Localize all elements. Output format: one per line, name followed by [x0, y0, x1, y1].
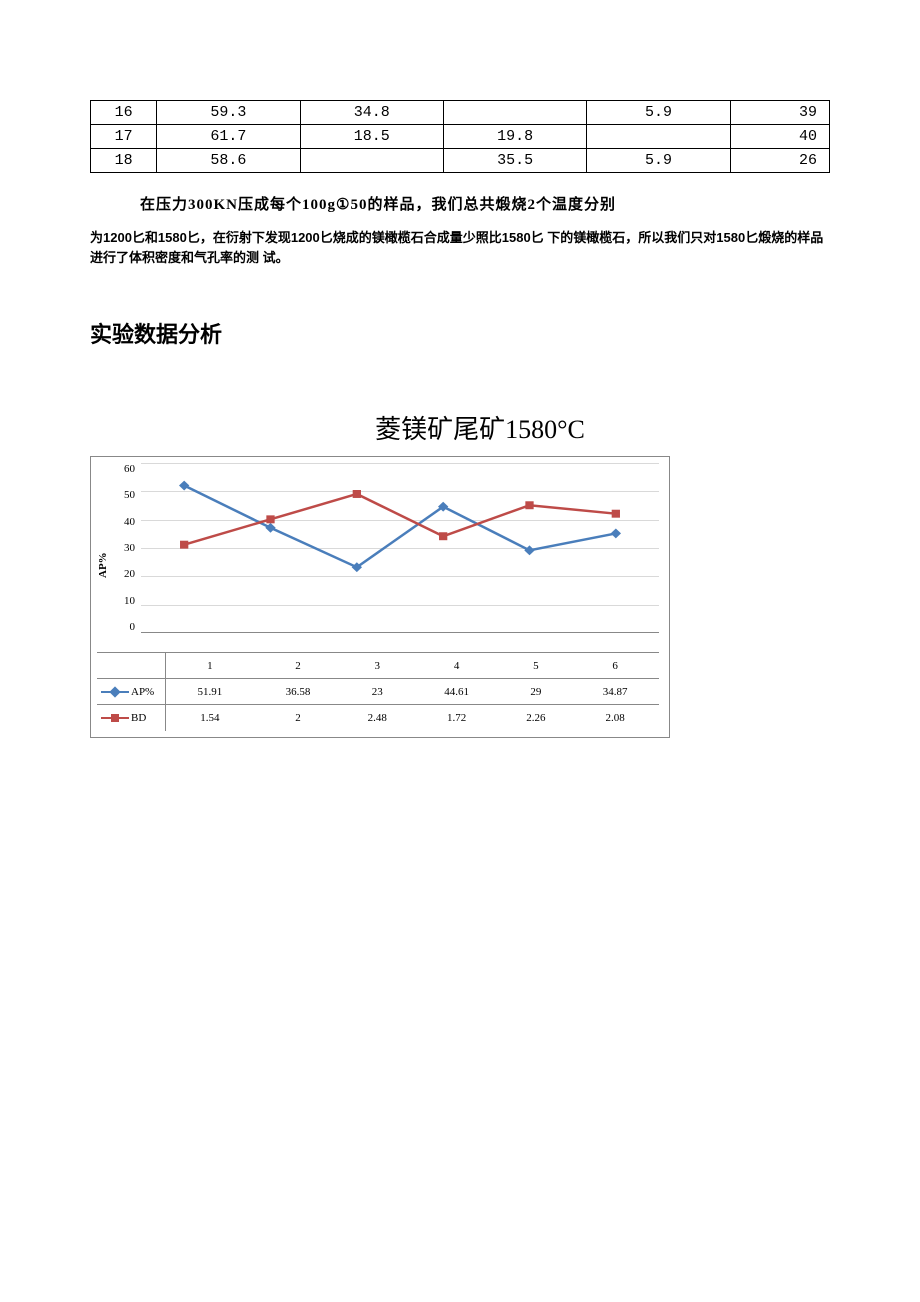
- series-marker: [612, 510, 620, 518]
- table-cell: 59.3: [157, 101, 300, 125]
- legend-category-cell: 6: [571, 653, 659, 679]
- legend-value-cell: 2.08: [571, 705, 659, 731]
- table-cell: 34.8: [300, 101, 443, 125]
- table-cell: 39: [730, 101, 829, 125]
- y-tick-label: 30: [115, 542, 135, 554]
- legend-series-label: AP%: [97, 679, 165, 705]
- table-cell: 16: [91, 101, 157, 125]
- table-row: 1659.334.8 5.939: [91, 101, 830, 125]
- chart-container: AP% 6050403020100 123456AP%51.9136.58234…: [90, 456, 670, 738]
- series-marker: [525, 501, 533, 509]
- legend-value-cell: 2.48: [342, 705, 413, 731]
- chart-plot: [141, 463, 659, 633]
- legend-value-cell: 23: [342, 679, 413, 705]
- table-row: 1858.6 35.55.926: [91, 149, 830, 173]
- table-cell: 18.5: [300, 125, 443, 149]
- legend-category-cell: 1: [165, 653, 254, 679]
- table-cell: 17: [91, 125, 157, 149]
- legend-category-cell: 2: [254, 653, 342, 679]
- table-cell: 18: [91, 149, 157, 173]
- y-tick-label: 10: [115, 595, 135, 607]
- section-heading: 实验数据分析: [90, 317, 830, 349]
- y-tick-label: 60: [115, 463, 135, 475]
- y-tick-label: 50: [115, 489, 135, 501]
- series-marker: [439, 532, 447, 540]
- chart-plot-area: AP% 60 50 40 30 20 10 0: [97, 463, 659, 648]
- series-marker: [524, 545, 534, 555]
- legend-blank-cell: [97, 653, 165, 679]
- table-cell: 35.5: [443, 149, 586, 173]
- chart-legend-table: 123456AP%51.9136.582344.612934.87BD1.542…: [97, 652, 659, 731]
- legend-value-cell: 51.91: [165, 679, 254, 705]
- data-table-body: 1659.334.8 5.939 1761.718.519.8 40 1858.6 35.…: [91, 101, 830, 173]
- legend-series-row: BD1.5422.481.722.262.08: [97, 705, 659, 731]
- legend-category-cell: 4: [413, 653, 501, 679]
- chart-title: 菱镁矿尾矿1580°C: [130, 409, 830, 446]
- table-cell: 58.6: [157, 149, 300, 173]
- table-cell: 40: [730, 125, 829, 149]
- table-cell: 5.9: [587, 149, 730, 173]
- legend-category-cell: 5: [500, 653, 571, 679]
- table-row: 1761.718.519.8 40: [91, 125, 830, 149]
- data-table: 1659.334.8 5.939 1761.718.519.8 40 1858.6 35.…: [90, 100, 830, 173]
- legend-header-row: 123456: [97, 653, 659, 679]
- chart-y-axis-label: AP%: [97, 463, 115, 648]
- legend-value-cell: 2.26: [500, 705, 571, 731]
- paragraph-2: 为1200匕和1580匕，在衍射下发现1200匕烧成的镁橄榄石合成量少照比158…: [90, 228, 830, 267]
- chart-legend-body: 123456AP%51.9136.582344.612934.87BD1.542…: [97, 653, 659, 731]
- legend-value-cell: 44.61: [413, 679, 501, 705]
- table-cell: 19.8: [443, 125, 586, 149]
- table-cell: 5.9: [587, 101, 730, 125]
- table-cell: 61.7: [157, 125, 300, 149]
- legend-value-cell: 2: [254, 705, 342, 731]
- chart-y-axis-ticks: 60 50 40 30 20 10 0: [115, 463, 141, 633]
- legend-value-cell: 29: [500, 679, 571, 705]
- series-marker: [179, 481, 189, 491]
- table-cell: [587, 125, 730, 149]
- legend-value-cell: 1.72: [413, 705, 501, 731]
- legend-value-cell: 36.58: [254, 679, 342, 705]
- legend-series-row: AP%51.9136.582344.612934.87: [97, 679, 659, 705]
- paragraph-1: 在压力300KN压成每个100g①50的样品，我们总共煅烧2个温度分别: [140, 193, 830, 214]
- table-cell: [300, 149, 443, 173]
- y-tick-label: 40: [115, 516, 135, 528]
- y-tick-label: 20: [115, 568, 135, 580]
- y-tick-label: 0: [115, 621, 135, 633]
- series-marker: [180, 541, 188, 549]
- table-cell: [443, 101, 586, 125]
- series-marker: [265, 523, 275, 533]
- square-icon: [101, 713, 129, 723]
- legend-category-cell: 3: [342, 653, 413, 679]
- chart-svg: [141, 463, 659, 632]
- series-marker: [266, 515, 274, 523]
- series-marker: [353, 490, 361, 498]
- legend-series-label: BD: [97, 705, 165, 731]
- table-cell: 26: [730, 149, 829, 173]
- diamond-icon: [101, 687, 129, 697]
- series-marker: [611, 528, 621, 538]
- legend-value-cell: 34.87: [571, 679, 659, 705]
- legend-value-cell: 1.54: [165, 705, 254, 731]
